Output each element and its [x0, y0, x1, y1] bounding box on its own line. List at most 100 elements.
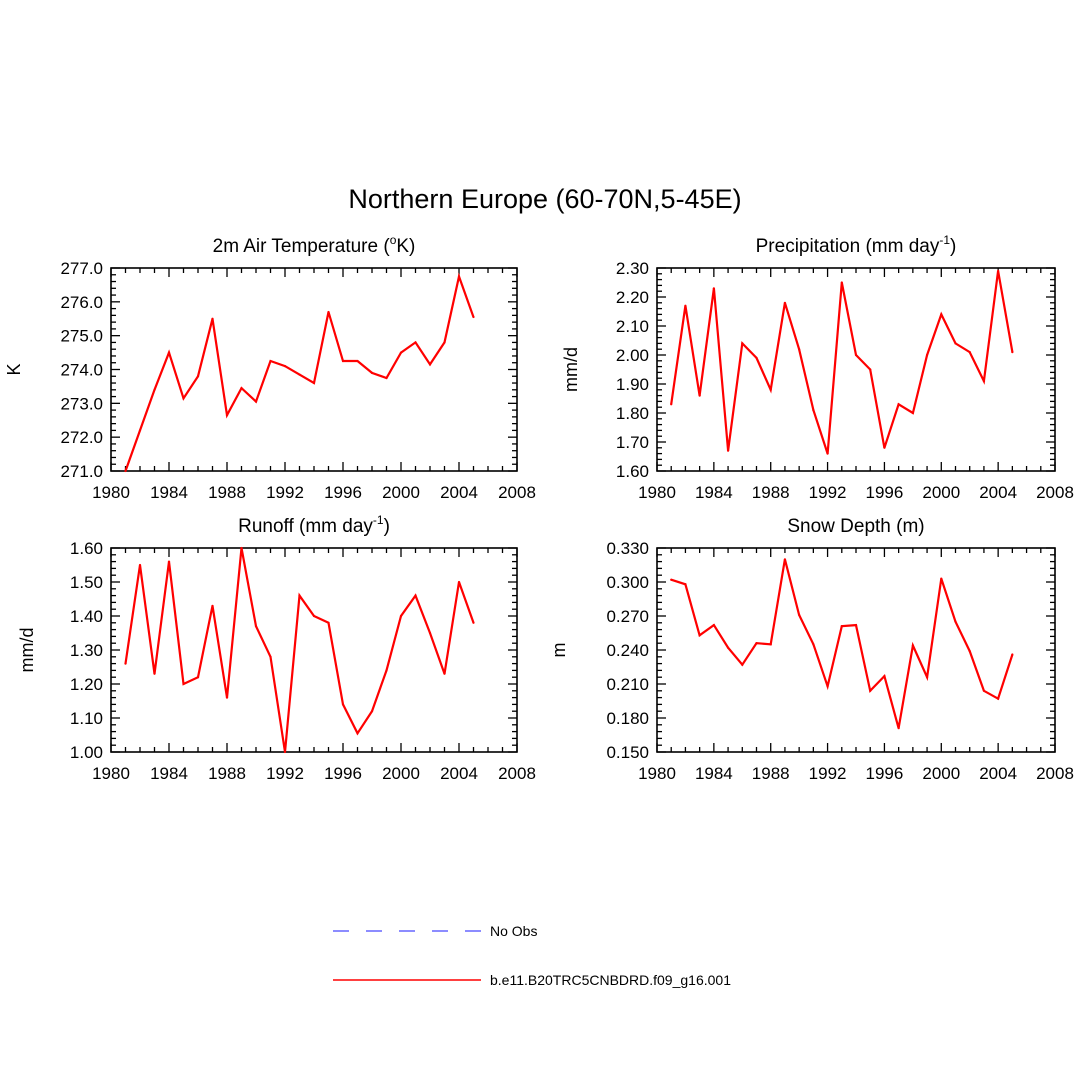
- data-point: [399, 614, 403, 618]
- data-point: [240, 387, 243, 390]
- data-point: [741, 342, 744, 345]
- data-point: [812, 409, 815, 412]
- data-point: [954, 620, 957, 623]
- data-point: [869, 689, 872, 692]
- data-point: [283, 750, 287, 754]
- x-tick-label: 2000: [922, 764, 960, 783]
- x-tick-label: 1996: [866, 764, 904, 783]
- data-point: [997, 697, 1000, 700]
- data-point: [443, 672, 446, 675]
- x-tick-label: 2000: [922, 483, 960, 502]
- legend: No Obs b.e11.B20TRC5CNBDRD.f09_g16.001: [333, 923, 731, 988]
- x-tick-label: 2008: [498, 764, 536, 783]
- y-tick-label: 1.60: [70, 539, 103, 558]
- panel-title-superscript: o: [390, 233, 397, 247]
- panel-title-suffix: ): [384, 516, 390, 537]
- data-point: [925, 353, 929, 357]
- data-point: [341, 359, 345, 363]
- series-line: [670, 559, 1014, 729]
- data-point: [298, 594, 301, 597]
- data-point: [472, 621, 475, 624]
- data-point: [167, 560, 171, 563]
- panel-title-text: 2m Air Temperature (: [213, 236, 391, 257]
- data-point: [670, 578, 673, 581]
- panel-title-text: Precipitation (mm day: [756, 236, 940, 257]
- data-point: [911, 644, 914, 647]
- data-point: [182, 682, 185, 686]
- data-point: [138, 563, 142, 567]
- y-tick-label: 276.0: [60, 293, 103, 312]
- series-line: [670, 270, 1014, 454]
- x-tick-label: 1992: [809, 764, 847, 783]
- y-tick-label: 0.330: [606, 539, 649, 558]
- data-point: [954, 342, 957, 345]
- y-tick-label: 273.0: [60, 394, 103, 413]
- data-point: [911, 411, 914, 415]
- data-point: [414, 341, 417, 344]
- panel-runoff: 1980 1984 1988 1992 1996 2000 2004 2008 1.00 1.10…: [17, 513, 536, 783]
- y-tick-label: 272.0: [60, 428, 103, 447]
- chart-panels: 1980 1984 1988 1992 1996 2000 2004 2008 271.0 272…: [4, 233, 1074, 783]
- x-tick-label: 2008: [1036, 483, 1074, 502]
- data-point: [399, 351, 403, 354]
- data-point: [196, 676, 200, 679]
- data-point: [167, 351, 171, 354]
- data-point: [968, 351, 971, 354]
- data-point: [327, 310, 330, 314]
- data-point: [428, 631, 432, 635]
- data-point: [812, 643, 815, 646]
- y-tick-label: 275.0: [60, 327, 103, 346]
- x-tick-label: 2000: [382, 483, 420, 502]
- data-point: [869, 368, 872, 371]
- data-point: [982, 380, 986, 383]
- data-point: [1011, 653, 1014, 656]
- data-point: [385, 669, 388, 672]
- y-tick-label: 2.30: [616, 259, 649, 278]
- data-point: [269, 359, 272, 363]
- panel-title-text: Snow Depth (m): [787, 516, 924, 537]
- y-tick-label: 2.10: [616, 317, 649, 336]
- data-point: [124, 662, 127, 665]
- data-point: [240, 546, 243, 550]
- data-point: [269, 655, 272, 658]
- data-point: [883, 674, 886, 678]
- data-point: [327, 621, 330, 624]
- data-point: [684, 304, 687, 307]
- data-point: [254, 400, 258, 403]
- data-point: [897, 403, 900, 406]
- data-point: [726, 449, 730, 452]
- panel-precipitation: 1980 1984 1988 1992 1996 2000 2004 2008 1.60 1.70…: [561, 233, 1074, 502]
- data-point: [225, 414, 229, 417]
- plot-frame: [656, 267, 1056, 472]
- data-point: [826, 452, 829, 455]
- panel-snow_depth: 1980 1984 1988 1992 1996 2000 2004 2008 0.150 0.1…: [549, 516, 1074, 783]
- panel-title-text: Runoff (mm day: [238, 516, 373, 537]
- y-tick-label: 1.90: [616, 375, 649, 394]
- x-tick-label: 1980: [638, 764, 676, 783]
- x-tick-label: 1988: [752, 483, 790, 502]
- data-point: [940, 313, 943, 316]
- x-tick-label: 1996: [866, 483, 904, 502]
- panel-temperature: 1980 1984 1988 1992 1996 2000 2004 2008 271.0 272…: [4, 233, 536, 502]
- data-point: [684, 583, 687, 586]
- series-line: [124, 547, 475, 753]
- data-point: [769, 643, 772, 646]
- legend-label: b.e11.B20TRC5CNBDRD.f09_g16.001: [490, 972, 731, 988]
- data-point: [883, 446, 886, 449]
- x-tick-label: 2004: [979, 483, 1017, 502]
- data-point: [356, 359, 359, 363]
- y-tick-label: 1.30: [70, 641, 103, 660]
- data-point: [182, 397, 185, 400]
- legend-label: No Obs: [490, 923, 537, 939]
- y-axis-label: mm/d: [17, 628, 37, 673]
- panel-title: Runoff (mm day-1): [238, 513, 390, 537]
- data-point: [897, 727, 900, 730]
- data-point: [726, 646, 730, 649]
- x-tick-label: 2000: [382, 764, 420, 783]
- data-point: [443, 341, 446, 344]
- data-point: [712, 623, 715, 627]
- data-point: [414, 594, 417, 597]
- y-tick-label: 2.20: [616, 288, 649, 307]
- x-tick-label: 2004: [440, 483, 478, 502]
